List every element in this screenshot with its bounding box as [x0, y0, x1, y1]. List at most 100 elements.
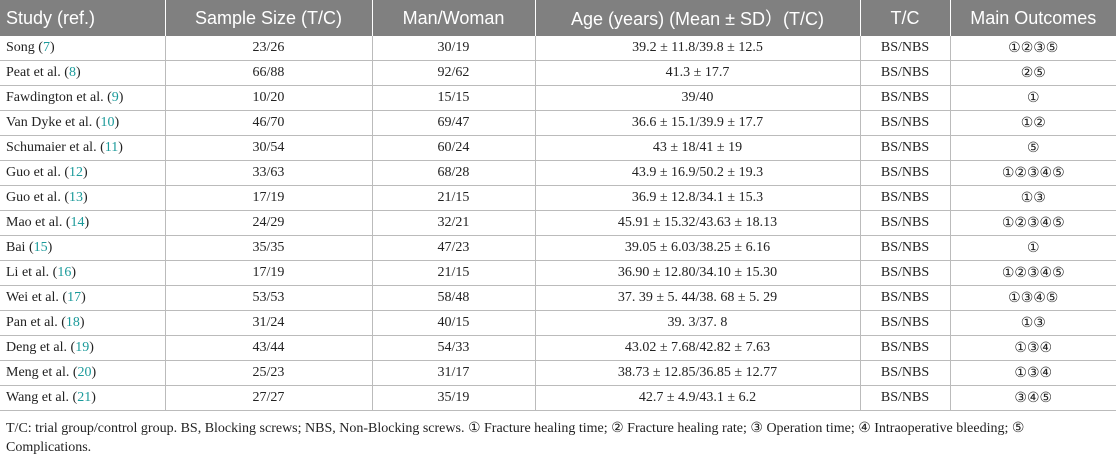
table-cell: 30/54	[165, 135, 373, 161]
table-cell: 53/53	[165, 285, 373, 311]
table-row: Van Dyke et al. (10) 46/70 69/47 36.6 ± 15.…	[0, 110, 1116, 136]
table-cell: 24/29	[165, 210, 373, 236]
table-cell: ①③	[950, 185, 1116, 211]
table-cell: BS/NBS	[860, 335, 951, 361]
header-cell: Sample Size (T/C)	[165, 0, 373, 36]
study-cell: Pan et al. (18)	[0, 310, 166, 336]
reference-link: 17	[67, 290, 82, 305]
table-cell: 17/19	[165, 260, 373, 286]
table-cell: BS/NBS	[860, 185, 951, 211]
header-cell: Study (ref.)	[0, 0, 166, 36]
study-text: )	[79, 315, 85, 330]
study-cell: Wei et al. (17)	[0, 285, 166, 311]
table-cell: 39.05 ± 6.03/38.25 ± 6.16	[535, 235, 861, 261]
study-text: Peat et al. (	[6, 65, 69, 80]
study-cell: Deng et al. (19)	[0, 335, 166, 361]
table-cell: 32/21	[372, 210, 536, 236]
reference-link: 15	[33, 240, 48, 255]
study-cell: Bai (15)	[0, 235, 166, 261]
study-text: Li et al. (	[6, 265, 58, 280]
table-row: Schumaier et al. (11) 30/54 60/24 43 ± 18/4…	[0, 135, 1116, 161]
table-row: Wang et al. (21) 27/27 35/19 42.7 ± 4.9/43.…	[0, 385, 1116, 411]
study-cell: Meng et al. (20)	[0, 360, 166, 386]
table-cell: 37. 39 ± 5. 44/38. 68 ± 5. 29	[535, 285, 861, 311]
study-text: Wei et al. (	[6, 290, 68, 305]
study-cell: Schumaier et al. (11)	[0, 135, 166, 161]
table-cell: BS/NBS	[860, 360, 951, 386]
study-text: )	[91, 365, 97, 380]
study-text: Pan et al. (	[6, 315, 66, 330]
study-text: Guo et al. (	[6, 165, 69, 180]
reference-link: 11	[104, 140, 119, 155]
study-text: Schumaier et al. (	[6, 140, 105, 155]
study-cell: Guo et al. (12)	[0, 160, 166, 186]
table-cell: 69/47	[372, 110, 536, 136]
table-cell: 36.6 ± 15.1/39.9 ± 17.7	[535, 110, 861, 136]
study-text: Song (	[6, 40, 43, 55]
header-cell: Man/Woman	[372, 0, 536, 36]
header-cell: Age (years) (Mean ± SD）(T/C)	[535, 0, 861, 36]
table-cell: 17/19	[165, 185, 373, 211]
table-cell: 35/35	[165, 235, 373, 261]
study-text: Mao et al. (	[6, 215, 71, 230]
table-cell: 54/33	[372, 335, 536, 361]
study-text: )	[91, 390, 96, 405]
table-cell: 25/23	[165, 360, 373, 386]
table-cell: 31/17	[372, 360, 536, 386]
study-cell: Wang et al. (21)	[0, 385, 166, 411]
table-cell: ①②	[950, 110, 1116, 136]
study-cell: Li et al. (16)	[0, 260, 166, 286]
study-text: Deng et al. (	[6, 340, 76, 355]
reference-link: 13	[68, 190, 83, 205]
table-cell: 39.2 ± 11.8/39.8 ± 12.5	[535, 36, 861, 61]
table-cell: 33/63	[165, 160, 373, 186]
table-row: Peat et al. (8) 66/88 92/62 41.3 ± 17.7 BS/N…	[0, 60, 1116, 86]
table-cell: 40/15	[372, 310, 536, 336]
study-text: )	[81, 290, 86, 305]
study-text: )	[75, 65, 81, 80]
reference-link: 9	[111, 90, 119, 105]
table-cell: 41.3 ± 17.7	[535, 60, 861, 86]
table-cell: 43.02 ± 7.68/42.82 ± 7.63	[535, 335, 861, 361]
table-cell: BS/NBS	[860, 260, 951, 286]
table-row: Meng et al. (20) 25/23 31/17 38.73 ± 12.85/…	[0, 360, 1116, 386]
table-cell: ①	[950, 85, 1116, 111]
table-cell: ③④⑤	[950, 385, 1116, 411]
study-text: )	[118, 140, 123, 155]
study-text: )	[49, 40, 55, 55]
reference-link: 7	[42, 40, 50, 55]
table-row: Li et al. (16) 17/19 21/15 36.90 ± 12.80/34…	[0, 260, 1116, 286]
table-cell: ①③④	[950, 335, 1116, 361]
table-cell: BS/NBS	[860, 285, 951, 311]
table-cell: 46/70	[165, 110, 373, 136]
table-cell: BS/NBS	[860, 310, 951, 336]
table-cell: BS/NBS	[860, 235, 951, 261]
study-text: )	[84, 215, 90, 230]
table-cell: 35/19	[372, 385, 536, 411]
study-text: )	[82, 190, 88, 205]
study-text: )	[71, 265, 76, 280]
table-cell: BS/NBS	[860, 85, 951, 111]
study-text: Wang et al. (	[6, 390, 78, 405]
table-cell: ①②③⑤	[950, 36, 1116, 61]
reference-link: 8	[68, 65, 76, 80]
reference-link: 12	[68, 165, 83, 180]
table-cell: ①③④	[950, 360, 1116, 386]
table-cell: 92/62	[372, 60, 536, 86]
table-cell: 39/40	[535, 85, 861, 111]
table-cell: BS/NBS	[860, 110, 951, 136]
table-row: Guo et al. (12) 33/63 68/28 43.9 ± 16.9/50.…	[0, 160, 1116, 186]
reference-link: 16	[57, 265, 72, 280]
study-table: Study (ref.) Sample Size (T/C) Man/Woman Ag…	[0, 0, 1116, 411]
table-cell: ①②③④⑤	[950, 210, 1116, 236]
footnote: T/C: trial group/control group. BS, Bloc…	[6, 421, 1025, 455]
table-cell: ①③④⑤	[950, 285, 1116, 311]
table-cell: ①	[950, 235, 1116, 261]
study-cell: Song (7)	[0, 36, 166, 61]
table-row: Pan et al. (18) 31/24 40/15 39. 3/37. 8 BS/N…	[0, 310, 1116, 336]
table-cell: 15/15	[372, 85, 536, 111]
study-text: )	[118, 90, 124, 105]
study-text: )	[89, 340, 94, 355]
table-cell: 31/24	[165, 310, 373, 336]
